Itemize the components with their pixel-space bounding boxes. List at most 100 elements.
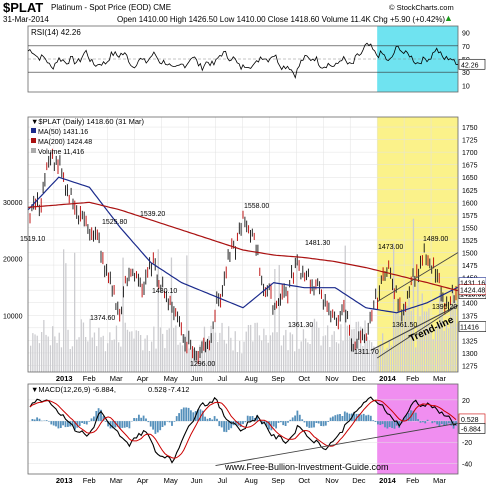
macd-histogram-bar	[209, 418, 211, 421]
volume-bar	[283, 335, 285, 372]
volume-bar	[437, 324, 439, 372]
macd-histogram-bar	[417, 419, 419, 422]
macd-histogram-bar	[398, 421, 401, 428]
macd-histogram-bar	[166, 421, 169, 422]
macd-legend-signal: 0.528	[148, 385, 167, 394]
volume-bar	[89, 318, 91, 372]
macd-histogram-bar	[135, 418, 138, 422]
macd-histogram-bar	[329, 417, 332, 421]
volume-bar	[195, 350, 197, 372]
volume-bar	[410, 310, 412, 372]
macd-histogram-bar	[244, 421, 247, 423]
volume-tick-label: 10000	[3, 313, 23, 320]
volume-bar	[353, 328, 355, 372]
symbol-label: $PLAT	[3, 0, 44, 15]
price-panel: 1750 1725 1700 1675 1650 1625 1600 1575 1550 1525…	[3, 116, 486, 373]
volume-bar	[439, 293, 441, 372]
x-axis-month-label: 2014	[379, 374, 397, 383]
macd-tick-label: -40	[462, 461, 472, 468]
macd-histogram-bar	[339, 414, 341, 422]
volume-bar	[214, 332, 217, 372]
macd-histogram-bar	[147, 421, 150, 423]
volume-bar	[177, 344, 179, 372]
macd-histogram-bar	[159, 421, 162, 431]
macd-histogram-bar	[450, 421, 453, 426]
volume-bar	[162, 333, 164, 372]
volume-bar	[111, 340, 113, 372]
volume-bar	[344, 245, 346, 372]
rsi-tick-label: 30	[462, 70, 470, 77]
macd-histogram-bar	[36, 417, 38, 421]
stockcharts-watermark: © StockCharts.com	[389, 3, 454, 12]
macd-histogram-bar	[204, 416, 206, 421]
volume-bar	[142, 350, 144, 372]
volume-bar	[225, 343, 228, 372]
footer-watermark: www.Free-Bullion-Investment-Guide.com	[224, 462, 389, 472]
volume-bar	[357, 321, 360, 372]
volume-bar	[221, 322, 223, 372]
price-annotation: 1361.30	[288, 322, 313, 329]
macd-histogram-bar	[180, 409, 183, 422]
macd-histogram-bar	[388, 421, 391, 427]
volume-tick-label: 20000	[3, 257, 23, 264]
macd-histogram-bar	[358, 413, 360, 422]
macd-histogram-bar	[365, 415, 367, 422]
price-tick-label: 1525	[462, 238, 478, 245]
volume-bar	[355, 321, 357, 372]
volume-bar	[157, 249, 159, 372]
macd-histogram-bar	[206, 418, 209, 422]
volume-bar	[300, 341, 302, 372]
rsi-tick-label: 70	[462, 44, 470, 51]
macd-histogram-bar	[341, 416, 344, 421]
macd-histogram-bar	[334, 415, 337, 421]
volume-bar	[188, 348, 190, 372]
up-arrow-icon: ▲	[444, 13, 453, 23]
macd-histogram-bar	[149, 421, 152, 427]
x-axis-month-label: Sep	[271, 374, 284, 383]
macd-histogram-bar	[431, 421, 434, 424]
macd-histogram-bar	[445, 421, 448, 425]
price-tick-label: 1725	[462, 138, 478, 145]
volume-bar	[426, 311, 428, 372]
volume-bar	[124, 322, 126, 372]
macd-histogram-bar	[282, 421, 285, 426]
macd-histogram-bar	[78, 421, 81, 426]
volume-bar	[421, 293, 423, 372]
volume-bar	[184, 334, 186, 372]
macd-histogram-bar	[289, 419, 292, 422]
volume-bar	[144, 338, 146, 372]
macd-histogram-bar	[48, 421, 50, 422]
x-axis-month-label-bottom: Sep	[271, 476, 284, 485]
x-axis-month-label-bottom: 2013	[56, 476, 73, 485]
volume-bar	[71, 346, 74, 372]
macd-histogram-bar	[57, 421, 60, 429]
macd-histogram-bar	[64, 421, 67, 428]
volume-bar	[256, 322, 258, 372]
macd-histogram-bar	[199, 409, 202, 422]
macd-histogram-bar	[185, 407, 188, 422]
macd-histogram-bar	[213, 416, 216, 421]
macd-histogram-bar	[381, 421, 384, 425]
volume-bar	[371, 342, 373, 372]
volume-bar	[456, 323, 459, 372]
x-axis-month-label: 2013	[56, 374, 73, 383]
x-axis-month-label-bottom: Oct	[298, 476, 311, 485]
volume-bar	[58, 332, 60, 372]
x-axis-month-label-bottom: Feb	[406, 476, 419, 485]
macd-histogram-bar	[121, 421, 124, 428]
volume-bar	[199, 344, 201, 372]
volume-bar	[316, 321, 318, 372]
volume-bar	[419, 316, 421, 372]
macd-histogram-bar	[405, 415, 408, 422]
volume-bar	[399, 315, 401, 372]
volume-bar	[278, 265, 280, 372]
volume-bar	[43, 320, 45, 372]
price-tick-label: 1375	[462, 313, 478, 320]
volume-bar	[294, 351, 296, 372]
macd-histogram-bar	[265, 421, 268, 427]
volume-bar	[41, 332, 43, 372]
macd-histogram-bar	[320, 421, 322, 426]
